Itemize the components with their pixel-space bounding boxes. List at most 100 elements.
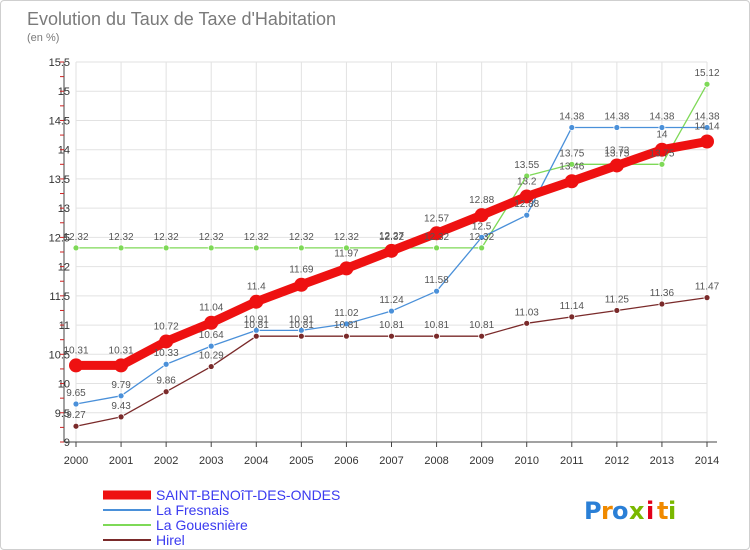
chart-title: Evolution du Taux de Taxe d'Habitation <box>27 9 336 29</box>
x-tick-label: 2003 <box>199 455 223 467</box>
data-label: 11.36 <box>650 288 675 299</box>
data-point <box>654 142 669 157</box>
y-tick-label: 9 <box>64 437 70 449</box>
data-label: 9.79 <box>111 380 131 391</box>
data-point <box>703 80 711 88</box>
data-label: 10.81 <box>289 320 314 331</box>
data-point <box>658 124 666 131</box>
data-point <box>658 300 666 308</box>
logo-letter: r <box>601 497 613 525</box>
x-tick-label: 2008 <box>424 455 448 467</box>
data-label: 12.57 <box>424 213 449 224</box>
y-tick-label: 15.5 <box>49 57 70 69</box>
data-label: 12.32 <box>289 232 314 243</box>
x-tick-label: 2013 <box>650 455 674 467</box>
data-point <box>703 294 711 302</box>
x-tick-label: 2007 <box>379 455 403 467</box>
data-label: 12.32 <box>154 232 179 243</box>
data-label: 12.88 <box>469 195 494 206</box>
logo-letter: t <box>657 497 668 525</box>
data-label: 14.14 <box>694 122 719 133</box>
data-point <box>72 244 80 252</box>
data-point <box>523 319 531 327</box>
data-point <box>162 360 170 368</box>
data-labels: 10.31 10.3110.7211.0411.411.6911.9712.271… <box>63 68 719 421</box>
data-point <box>117 392 125 400</box>
data-label: 11.14 <box>560 301 585 312</box>
data-label: 14.38 <box>649 111 674 122</box>
data-point <box>523 211 531 219</box>
x-tick-label: 2011 <box>560 455 584 467</box>
data-label: 10.81 <box>244 320 269 331</box>
data-point <box>568 124 576 131</box>
x-tick-label: 2009 <box>469 455 493 467</box>
data-point <box>204 315 219 330</box>
data-point <box>339 261 354 276</box>
legend-label-2: La Gouesnière <box>156 517 248 533</box>
data-label: 12.32 <box>63 232 88 243</box>
data-point <box>609 158 624 173</box>
data-label: 9.65 <box>66 388 86 399</box>
data-point <box>478 332 486 340</box>
x-tick-label: 2004 <box>244 455 268 467</box>
y-tick-label: 14.5 <box>49 115 70 127</box>
x-tick-label: 2012 <box>605 455 629 467</box>
data-point <box>72 400 80 408</box>
series-lines <box>69 80 714 430</box>
data-label: 10.31 <box>63 345 88 356</box>
data-point <box>343 320 350 328</box>
data-point <box>162 244 170 252</box>
data-point <box>294 277 309 292</box>
x-tick-label: 2010 <box>514 455 538 467</box>
data-point <box>114 358 129 373</box>
data-point <box>433 287 440 295</box>
data-label: 15.12 <box>694 68 719 79</box>
data-label: 11.02 <box>334 308 359 319</box>
logo-letter: x <box>629 497 645 525</box>
logo-letter: o <box>612 497 629 525</box>
data-point <box>162 388 170 396</box>
y-tick-label: 9.5 <box>55 408 70 420</box>
data-label: 11.25 <box>605 294 630 305</box>
data-label: 12.32 <box>424 232 449 243</box>
data-label: 12.32 <box>199 232 224 243</box>
data-point <box>388 332 395 340</box>
grid <box>75 61 708 443</box>
data-point <box>343 244 350 252</box>
data-point <box>703 124 711 131</box>
data-point <box>613 124 621 131</box>
data-point <box>474 208 489 223</box>
data-point <box>72 422 80 430</box>
data-point <box>384 243 399 258</box>
data-label: 13.75 <box>649 148 674 159</box>
data-point <box>69 358 83 373</box>
data-label: 12.32 <box>244 232 269 243</box>
y-tick-label: 11.5 <box>49 291 70 303</box>
logo-letter: i <box>668 497 676 525</box>
data-point <box>478 233 486 241</box>
legend-label-3: Hirel <box>156 532 185 548</box>
x-tick-label: 2001 <box>109 455 133 467</box>
data-label: 9.86 <box>156 376 176 387</box>
data-label: 13.46 <box>559 161 584 172</box>
data-label: 10.64 <box>199 330 224 341</box>
data-point <box>117 244 125 252</box>
data-point <box>117 413 125 421</box>
data-point <box>388 307 395 315</box>
data-point <box>478 244 486 252</box>
data-point <box>568 313 576 321</box>
data-point <box>249 294 264 309</box>
data-label: 11.97 <box>334 248 359 259</box>
data-label: 11.69 <box>289 265 314 276</box>
data-label: 9.27 <box>66 410 86 421</box>
data-label: 13.55 <box>514 160 539 171</box>
data-point <box>297 332 305 340</box>
data-point <box>297 244 305 252</box>
data-label: 14.38 <box>694 111 719 122</box>
axes: 99.51010.51111.51212.51313.51414.51515.5… <box>49 57 720 467</box>
x-tick-label: 2014 <box>695 455 719 467</box>
data-label: 11.03 <box>515 307 540 318</box>
data-label: 12.5 <box>472 221 492 232</box>
data-label: 13.73 <box>604 145 629 156</box>
